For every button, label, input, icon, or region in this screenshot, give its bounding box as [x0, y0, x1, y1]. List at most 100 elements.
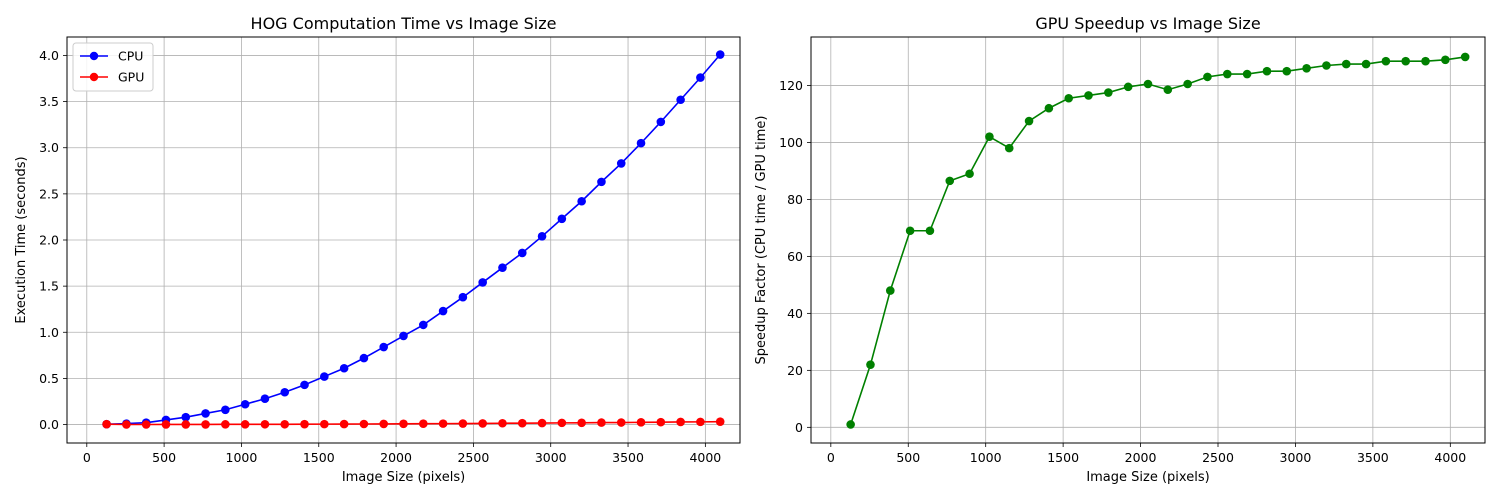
y-tick-label: 1.5 [39, 279, 59, 294]
data-point-speedup [885, 286, 895, 295]
data-point-cpu [181, 412, 191, 422]
data-point-gpu [280, 419, 290, 429]
data-point-cpu [616, 159, 626, 168]
speedup-chart: GPU Speedup vs Image Size 0 500 1000 1500 20… [754, 14, 1486, 485]
data-point-gpu [715, 417, 725, 426]
y-tick-label: 100 [779, 135, 803, 150]
data-point-gpu [597, 418, 606, 427]
data-point-cpu [399, 331, 408, 341]
ticks: 0 500 1000 1500 2000 2500 3000 3500 4000 0 20 40 60 8… [779, 78, 1466, 465]
data-point-speedup [1322, 61, 1331, 70]
x-tick-label: 1000 [226, 450, 258, 465]
data-point-gpu [498, 418, 507, 428]
x-tick-label: 2000 [380, 450, 412, 465]
data-point-gpu [537, 418, 547, 428]
data-point-speedup [1262, 66, 1272, 76]
y-axis-label: Execution Time (seconds) [14, 156, 29, 323]
y-tick-label: 3.5 [39, 94, 59, 109]
data-point-speedup [1222, 69, 1232, 79]
x-tick-label: 0 [83, 450, 91, 465]
data-point-cpu [517, 248, 527, 258]
y-tick-label: 1.0 [39, 325, 59, 340]
y-tick-label: 0.5 [39, 371, 59, 386]
x-axis-label: Image Size (pixels) [1086, 470, 1209, 485]
data-point-cpu [438, 306, 448, 316]
data-point-gpu [181, 420, 191, 429]
data-point-cpu [676, 95, 685, 105]
data-point-gpu [478, 419, 487, 428]
y-tick-label: 20 [787, 363, 803, 378]
x-tick-label: 3500 [612, 450, 644, 465]
y-tick-label: 0 [795, 420, 803, 435]
chart-title: GPU Speedup vs Image Size [1035, 14, 1260, 33]
y-tick-label: 2.5 [39, 186, 59, 201]
data-point-gpu [300, 419, 309, 429]
data-point-gpu [102, 419, 111, 429]
y-tick-label: 3.0 [39, 140, 59, 155]
y-tick-label: 0.0 [39, 417, 59, 432]
data-point-speedup [1421, 56, 1430, 66]
y-tick-label: 4.0 [39, 48, 59, 63]
data-point-speedup [1381, 56, 1391, 66]
data-point-speedup [1024, 116, 1034, 126]
x-tick-label: 2500 [1202, 450, 1234, 465]
data-point-speedup [1123, 82, 1133, 92]
data-point-cpu [418, 320, 428, 330]
data-point-gpu [577, 418, 586, 428]
x-tick-label: 4000 [689, 450, 721, 465]
data-point-gpu [517, 418, 527, 428]
data-point-speedup [905, 226, 915, 236]
data-point-cpu [537, 232, 547, 241]
data-point-gpu [359, 419, 369, 429]
data-point-cpu [320, 372, 329, 381]
data-point-gpu [636, 418, 646, 427]
data-point-speedup [965, 169, 974, 179]
data-point-cpu [339, 363, 349, 373]
y-tick-label: 40 [787, 306, 803, 321]
data-point-speedup [1064, 93, 1074, 103]
data-point-speedup [1282, 66, 1292, 76]
data-point-gpu [616, 418, 626, 427]
data-point-gpu [221, 420, 230, 429]
data-point-gpu [696, 417, 705, 427]
x-tick-label: 1500 [1047, 450, 1079, 465]
data-point-speedup [1163, 85, 1173, 95]
y-axis-label: Speedup Factor (CPU time / GPU time) [754, 116, 769, 365]
data-point-speedup [1183, 79, 1192, 89]
data-point-speedup [1361, 59, 1371, 69]
data-point-gpu [418, 419, 428, 429]
data-point-cpu [240, 399, 250, 409]
data-point-cpu [260, 394, 270, 404]
x-tick-label: 3000 [1280, 450, 1312, 465]
data-point-speedup [1401, 56, 1411, 66]
x-axis-label: Image Size (pixels) [342, 470, 465, 485]
data-point-gpu [122, 420, 131, 429]
data-point-cpu [656, 117, 666, 127]
data-point-speedup [1203, 72, 1212, 82]
data-point-cpu [221, 405, 230, 415]
data-point-speedup [1341, 59, 1351, 69]
data-point-speedup [846, 420, 855, 429]
data-point-cpu [577, 196, 586, 206]
data-point-gpu [240, 420, 250, 429]
data-point-gpu [260, 419, 270, 429]
x-tick-label: 4000 [1434, 450, 1466, 465]
plot-frame [810, 36, 1486, 444]
series-area [102, 50, 725, 429]
x-tick-label: 2000 [1125, 450, 1157, 465]
data-point-gpu [557, 418, 567, 428]
ticks: 0 500 1000 1500 2000 2500 3000 3500 4000 0.0 0.5 1.… [39, 48, 721, 465]
data-point-speedup [1004, 143, 1014, 153]
series-area [846, 52, 1470, 429]
x-tick-label: 2500 [457, 450, 489, 465]
y-tick-label: 60 [787, 249, 803, 264]
grid [811, 37, 1485, 443]
data-point-cpu [597, 177, 606, 187]
x-tick-label: 3000 [535, 450, 567, 465]
data-point-speedup [1460, 52, 1470, 62]
data-point-speedup [866, 360, 875, 369]
data-point-gpu [339, 419, 349, 429]
data-point-cpu [636, 138, 646, 148]
data-point-gpu [379, 419, 389, 429]
